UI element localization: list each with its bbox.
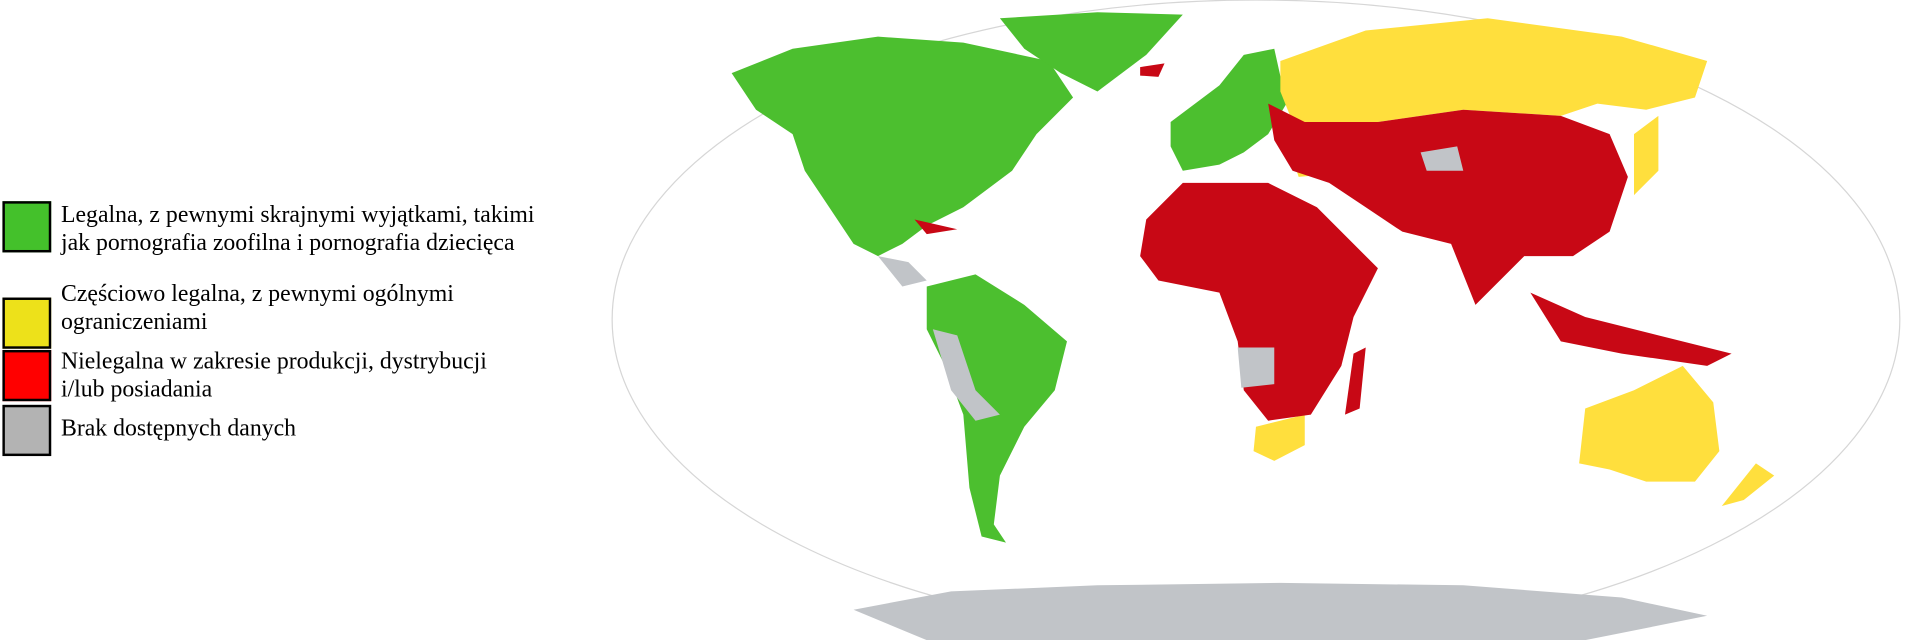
legend-label: i/lub posiadania	[60, 376, 213, 403]
europe	[1170, 48, 1287, 171]
central-america	[877, 256, 927, 287]
andes-no-data	[932, 329, 1000, 421]
north-america	[731, 36, 1074, 257]
legend-item-no-data: Brak dostępnych danych	[0, 404, 297, 457]
asia	[1268, 103, 1628, 305]
russia	[1280, 18, 1708, 122]
greenland	[999, 12, 1183, 92]
legend-label: Nielegalna w zakresie produkcji, dystryb…	[60, 348, 487, 375]
indonesia	[1530, 292, 1732, 366]
madagascar	[1344, 347, 1366, 415]
legend-swatch-green	[2, 201, 52, 253]
region-partial	[1253, 18, 1775, 507]
legend-swatch-yellow	[2, 297, 52, 349]
cuba	[914, 219, 958, 235]
region-illegal	[914, 63, 1732, 421]
japan	[1633, 115, 1659, 196]
legend-item-illegal: Nielegalna w zakresie produkcji, dystryb…	[0, 348, 487, 404]
iceland	[1140, 63, 1165, 77]
region-no-data	[853, 146, 1708, 640]
legend-label: Legalna, z pewnymi skrajnymi wyjątkami, …	[60, 202, 535, 229]
legend-item-partial: Częściowo legalna, z pewnymi ogólnymi ogr…	[0, 280, 454, 349]
new-zealand	[1721, 463, 1775, 507]
legend-label: ograniczeniami	[60, 309, 208, 336]
mongolia-no-data	[1420, 146, 1464, 171]
region-legal	[731, 12, 1287, 543]
legend-label: jak pornografia zoofilna i pornografia d…	[60, 230, 515, 257]
angola	[1237, 347, 1275, 388]
legend-swatch-red	[2, 349, 52, 402]
south-america	[926, 274, 1067, 543]
africa	[1140, 182, 1378, 421]
antarctica	[853, 582, 1708, 640]
legend-swatch-gray	[2, 404, 52, 457]
legend-item-legal: Legalna, z pewnymi skrajnymi wyjątkami, …	[0, 201, 534, 257]
legend-label: Brak dostępnych danych	[60, 415, 297, 442]
australia	[1579, 365, 1720, 482]
legend-label: Częściowo legalna, z pewnymi ogólnymi	[60, 281, 454, 308]
south-africa	[1253, 414, 1305, 461]
